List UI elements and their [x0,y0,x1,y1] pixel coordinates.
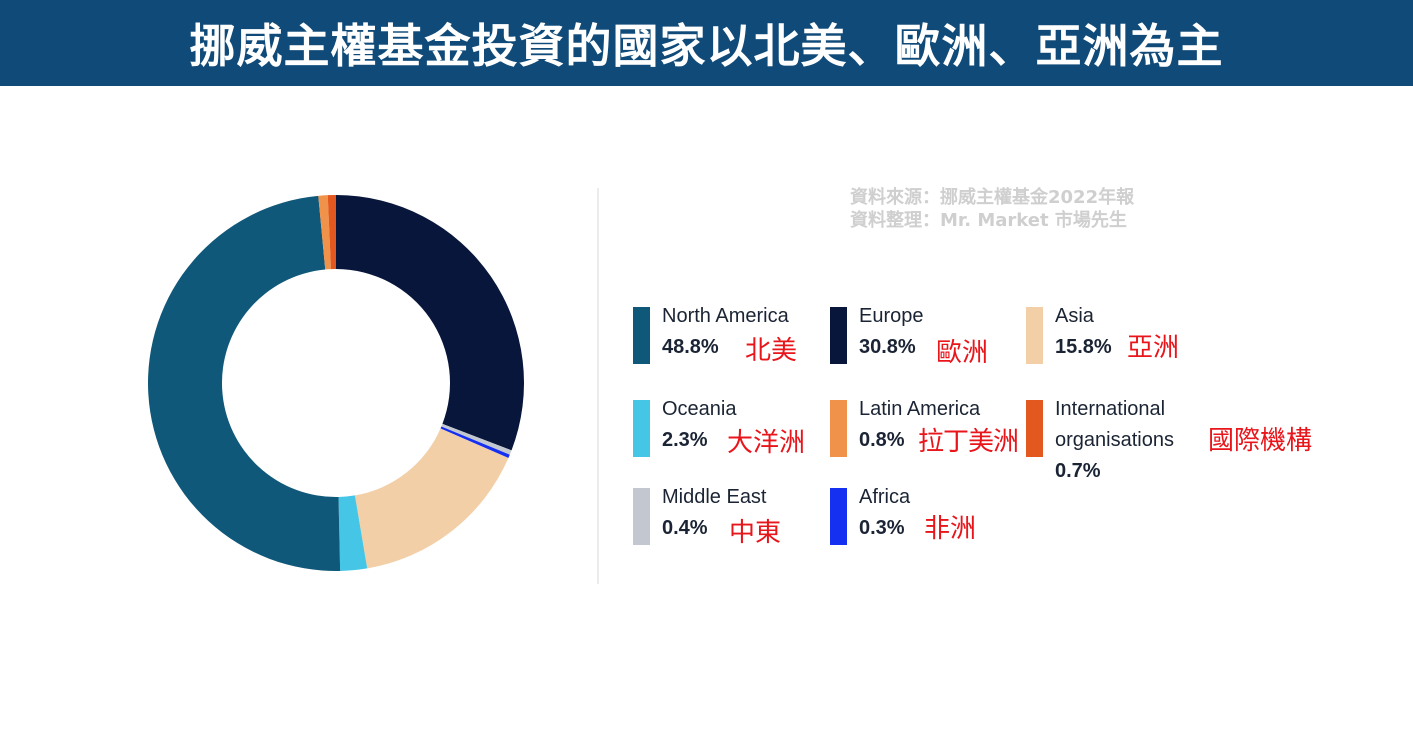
legend-swatch [830,400,847,457]
legend-label: Africa [859,486,911,508]
legend-value: 0.8% [859,429,905,451]
slice-middle-east [441,423,512,455]
legend-label: Middle East [662,486,767,508]
slice-latin-america [318,195,331,270]
legend-value: 15.8% [1055,336,1112,358]
slice-asia [354,428,509,569]
divider [597,188,599,584]
slice-europe [336,195,524,451]
source-note: 資料來源：挪威主權基金2022年報 資料整理：Mr. Market 市場先生 [850,186,1134,232]
legend-swatch [1026,307,1043,364]
legend-swatch [633,307,650,364]
legend-label: Europe [859,305,924,327]
legend-swatch [830,488,847,545]
legend-label-line-2: organisations [1055,429,1174,451]
legend-swatch [1026,400,1043,457]
legend-value: 0.4% [662,517,708,539]
legend-label-zh: 歐洲 [936,338,989,368]
legend-swatch [633,488,650,545]
page-title: 挪威主權基金投資的國家以北美、歐洲、亞洲為主 [0,0,1413,86]
legend-value: 48.8% [662,336,719,358]
slice-africa [440,426,510,459]
legend-value: 0.7% [1055,460,1101,482]
legend-label-zh: 亞洲 [1127,333,1180,363]
legend-swatch [633,400,650,457]
slice-north-america [148,195,341,572]
legend-label: International [1055,398,1166,420]
legend-label-zh: 拉丁美洲 [918,427,1019,457]
legend-label-zh: 北美 [745,336,798,366]
legend-label: North America [662,305,789,327]
legend-value: 30.8% [859,336,916,358]
legend-label-zh: 大洋洲 [727,428,806,458]
legend-label: Asia [1055,305,1094,327]
legend-label-zh: 國際機構 [1208,426,1313,456]
legend-label-zh: 非洲 [924,514,977,544]
legend-swatch [830,307,847,364]
source-line-2: 資料整理：Mr. Market 市場先生 [850,210,1127,231]
slice-international-organisations [327,195,336,270]
donut-chart [148,195,524,572]
legend-label-zh: 中東 [729,518,782,548]
legend-value: 0.3% [859,517,905,539]
legend-value: 2.3% [662,429,708,451]
slice-oceania [338,495,368,571]
legend-label: Oceania [662,398,737,420]
source-line-1: 資料來源：挪威主權基金2022年報 [850,187,1135,208]
legend-label: Latin America [859,398,981,420]
